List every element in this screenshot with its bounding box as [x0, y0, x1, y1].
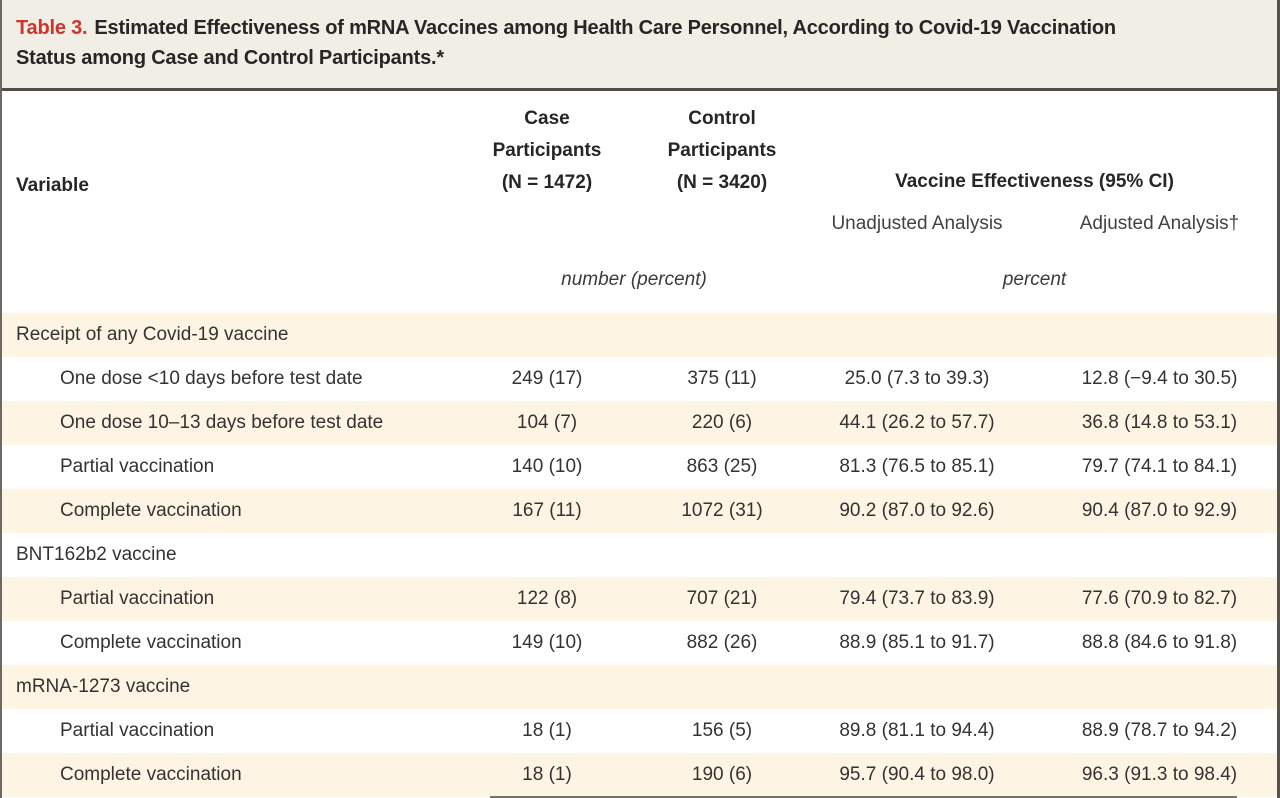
cell-adjusted-effectiveness: 12.8 (−9.4 to 30.5) — [1081, 368, 1238, 389]
cell-case-participants: 167 (11) — [512, 500, 582, 521]
cell-unadjusted-effectiveness: 25.0 (7.3 to 39.3) — [844, 368, 990, 389]
row-label: One dose 10–13 days before test date — [60, 412, 384, 433]
cell-unadjusted-effectiveness: 95.7 (90.4 to 98.0) — [839, 764, 995, 785]
section-row: BNT162b2 vaccine — [2, 533, 1277, 577]
cell-case-participants: 249 (17) — [511, 368, 583, 389]
row-label: Partial vaccination — [60, 588, 215, 609]
control-header-line2: Participants — [667, 140, 777, 161]
cell-control-participants: 156 (5) — [691, 720, 753, 741]
cell-adjusted-effectiveness: 96.3 (91.3 to 98.4) — [1081, 764, 1238, 785]
cell-control-participants: 375 (11) — [687, 368, 757, 389]
row-label: Receipt of any Covid-19 vaccine — [16, 324, 289, 345]
cell-unadjusted-effectiveness: 81.3 (76.5 to 85.1) — [839, 456, 995, 477]
column-header-adjusted-analysis: Adjusted Analysis† — [1079, 212, 1240, 234]
section-row: Receipt of any Covid-19 vaccine — [2, 313, 1277, 357]
case-header-line1: Case — [524, 108, 570, 129]
section-row: mRNA-1273 vaccine — [2, 665, 1277, 709]
table-title-line2: Status among Case and Control Participan… — [16, 47, 444, 69]
units-label-number-percent: number (percent) — [561, 268, 707, 290]
cell-adjusted-effectiveness: 77.6 (70.9 to 82.7) — [1081, 588, 1238, 609]
cell-control-participants: 220 (6) — [691, 412, 753, 433]
table-title: Table 3. Estimated Effectiveness of mRNA … — [2, 0, 1277, 91]
cell-adjusted-effectiveness: 36.8 (14.8 to 53.1) — [1081, 412, 1238, 433]
table-header: Variable Case Participants (N = 1472) Co… — [2, 91, 1277, 313]
cell-unadjusted-effectiveness: 88.9 (85.1 to 91.7) — [839, 632, 995, 653]
row-label: mRNA-1273 vaccine — [16, 676, 191, 697]
cell-control-participants: 1072 (31) — [681, 500, 763, 521]
cell-case-participants: 122 (8) — [516, 588, 578, 609]
table-row: Partial vaccination 18 (1) 156 (5) 89.8 (81… — [2, 709, 1277, 753]
control-header-line1: Control — [688, 108, 756, 129]
case-header-line3: (N = 1472) — [501, 172, 593, 193]
table-row: One dose 10–13 days before test date 104 … — [2, 401, 1277, 445]
cell-case-participants: 18 (1) — [522, 720, 572, 741]
column-group-header-vaccine-effectiveness: Vaccine Effectiveness (95% CI) — [895, 171, 1174, 192]
cell-control-participants: 882 (26) — [686, 632, 758, 653]
bottom-edge-rule — [490, 796, 1237, 798]
units-label-percent: percent — [1002, 268, 1067, 290]
case-header-line2: Participants — [492, 140, 602, 161]
row-label: Complete vaccination — [60, 500, 242, 521]
cell-case-participants: 104 (7) — [516, 412, 578, 433]
row-label: One dose <10 days before test date — [60, 368, 363, 389]
column-header-case-participants: Case Participants (N = 1472) — [442, 91, 652, 201]
row-label: Complete vaccination — [60, 764, 242, 785]
cell-case-participants: 149 (10) — [511, 632, 583, 653]
cell-control-participants: 863 (25) — [686, 456, 758, 477]
cell-control-participants: 190 (6) — [691, 764, 753, 785]
cell-adjusted-effectiveness: 88.9 (78.7 to 94.2) — [1081, 720, 1238, 741]
table-row: One dose <10 days before test date 249 (1… — [2, 357, 1277, 401]
cell-case-participants: 18 (1) — [522, 764, 572, 785]
column-header-unadjusted-analysis: Unadjusted Analysis — [831, 212, 1003, 234]
cell-case-participants: 140 (10) — [511, 456, 583, 477]
column-header-control-participants: Control Participants (N = 3420) — [652, 91, 792, 201]
table-title-line1: Estimated Effectiveness of mRNA Vaccines… — [94, 17, 1116, 39]
table-row: Partial vaccination 140 (10) 863 (25) 81.3 … — [2, 445, 1277, 489]
table-row: Complete vaccination 167 (11) 1072 (31) 90.… — [2, 489, 1277, 533]
cell-adjusted-effectiveness: 90.4 (87.0 to 92.9) — [1081, 500, 1238, 521]
table-row: Complete vaccination 149 (10) 882 (26) 88.9… — [2, 621, 1277, 665]
row-label: Complete vaccination — [60, 632, 242, 653]
table-row: Partial vaccination 122 (8) 707 (21) 79.4 (… — [2, 577, 1277, 621]
table-row: Complete vaccination 18 (1) 190 (6) 95.7 (9… — [2, 753, 1277, 797]
cell-control-participants: 707 (21) — [686, 588, 758, 609]
table-body: Receipt of any Covid-19 vaccine One dose … — [2, 313, 1277, 797]
cell-adjusted-effectiveness: 88.8 (84.6 to 91.8) — [1081, 632, 1238, 653]
cell-unadjusted-effectiveness: 44.1 (26.2 to 57.7) — [839, 412, 995, 433]
control-header-line3: (N = 3420) — [676, 172, 768, 193]
row-label: Partial vaccination — [60, 456, 215, 477]
cell-adjusted-effectiveness: 79.7 (74.1 to 84.1) — [1081, 456, 1238, 477]
cell-unadjusted-effectiveness: 89.8 (81.1 to 94.4) — [839, 720, 995, 741]
column-header-variable: Variable — [16, 175, 89, 196]
cell-unadjusted-effectiveness: 79.4 (73.7 to 83.9) — [839, 588, 995, 609]
cell-unadjusted-effectiveness: 90.2 (87.0 to 92.6) — [839, 500, 995, 521]
row-label: BNT162b2 vaccine — [16, 544, 177, 565]
table-number-label: Table 3. — [16, 17, 88, 39]
row-label: Partial vaccination — [60, 720, 215, 741]
